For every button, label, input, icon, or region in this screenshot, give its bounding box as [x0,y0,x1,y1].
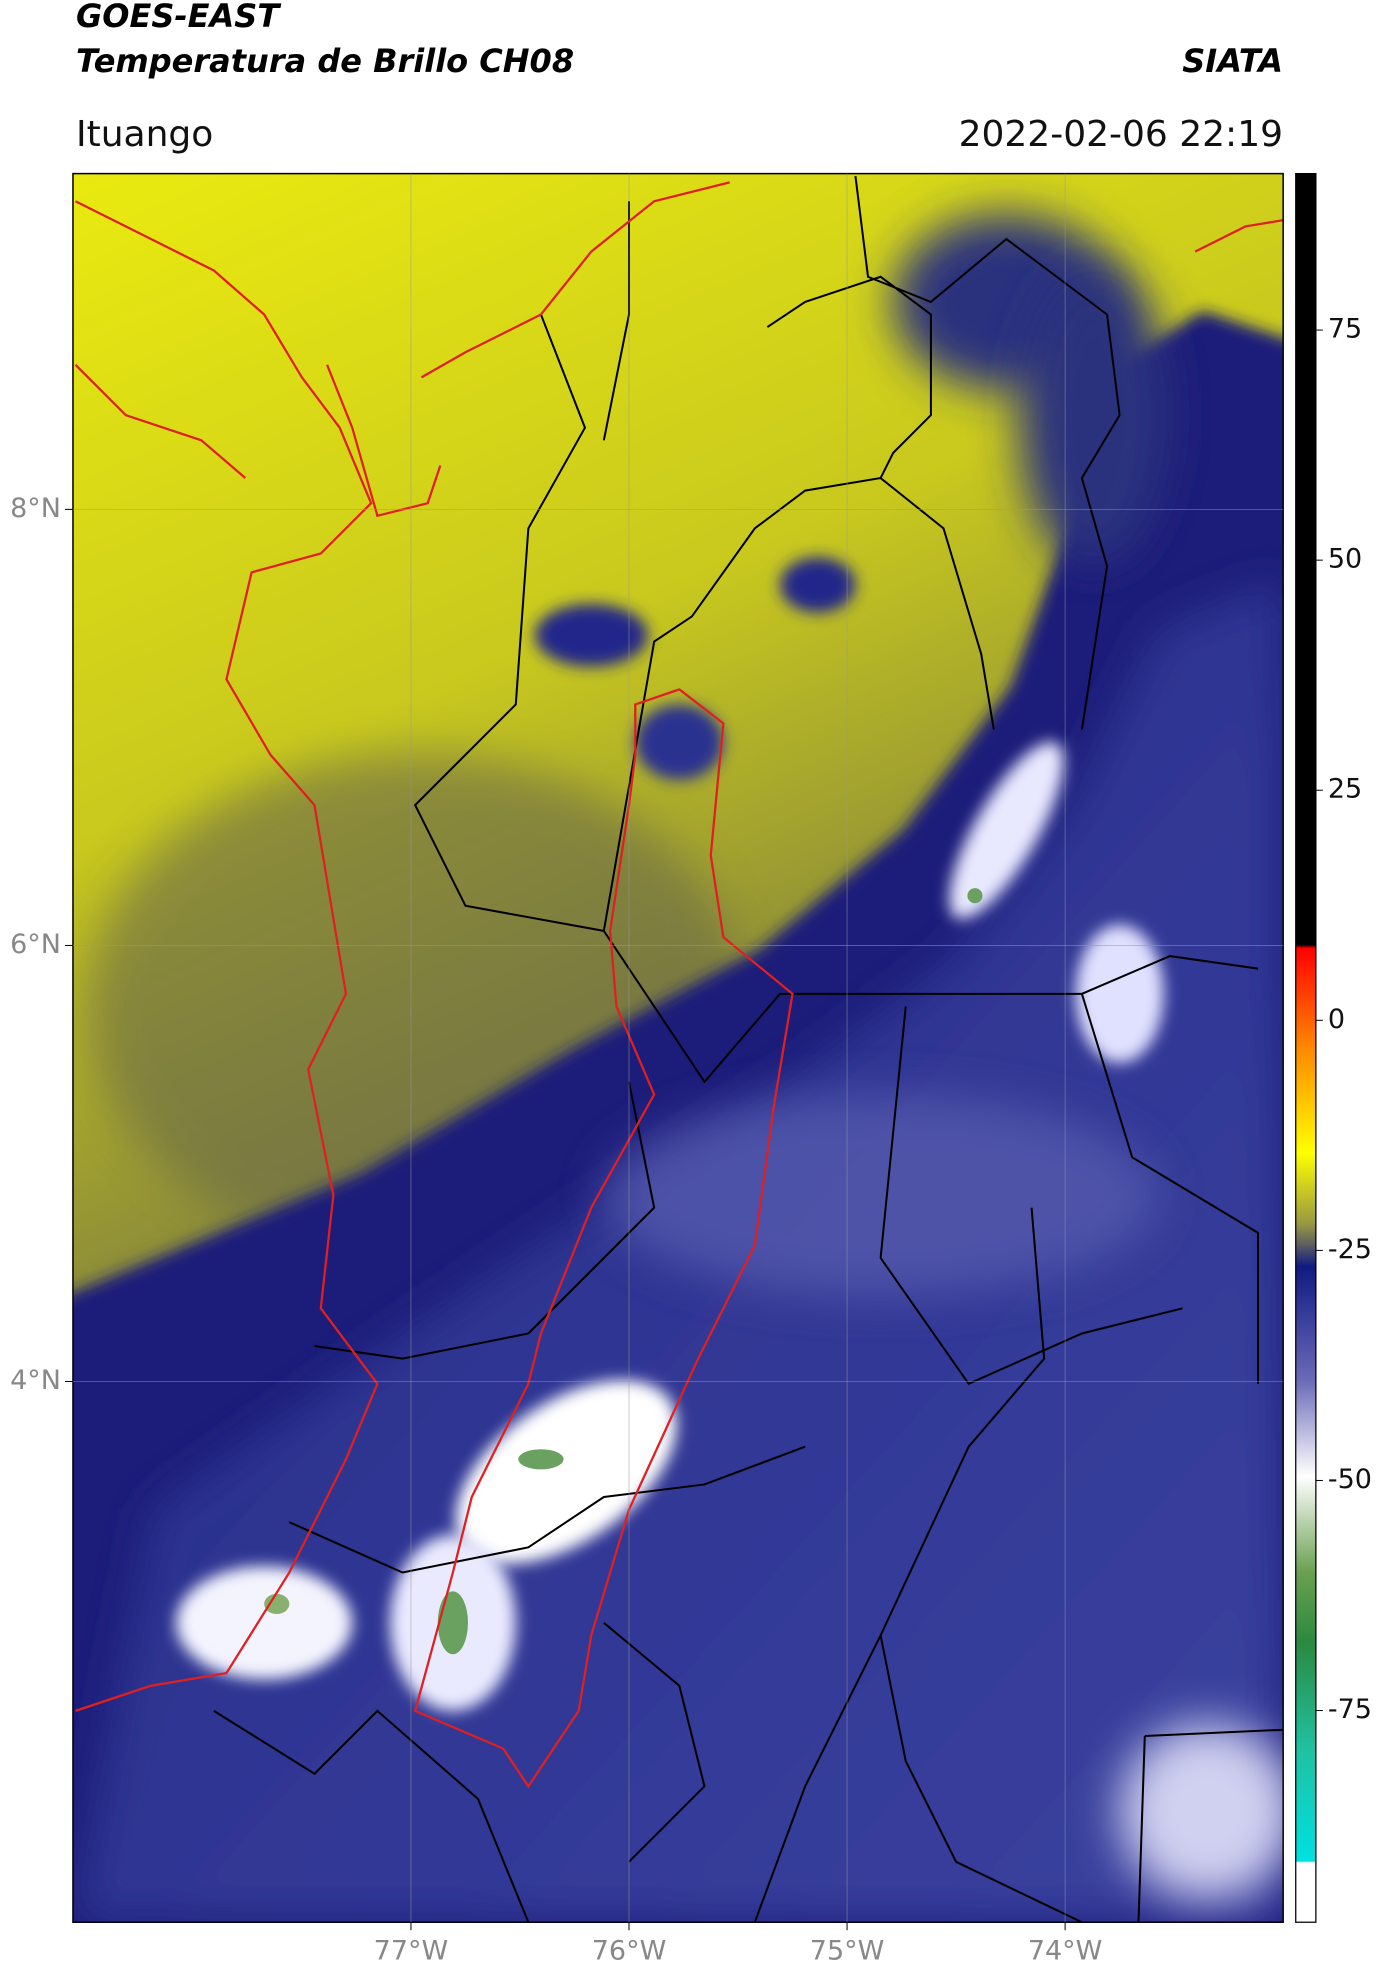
colorbar-tick-label: 50 [1328,544,1362,575]
colorbar [1295,172,1317,1923]
y-tick-label: 6°N [10,929,61,960]
colorbar-tick-label: -25 [1328,1234,1372,1265]
location: Ituango [76,114,213,155]
subtitle: Temperatura de Brillo CH08 [76,42,574,80]
colorbar-tick-label: 0 [1328,1004,1345,1035]
colorbar-tick-label: 75 [1328,314,1362,345]
x-tick-label: 76°W [592,1936,667,1967]
satellite-image [72,172,1317,1923]
colorbar-tick-label: -50 [1328,1464,1372,1495]
y-tick-label: 4°N [10,1365,61,1396]
x-tick-label: 75°W [810,1936,885,1967]
x-tick-label: 74°W [1028,1936,1103,1967]
datetime: 2022-02-06 22:19 [959,114,1283,155]
y-tick-label: 8°N [10,493,61,524]
source: SIATA [1182,42,1283,80]
colorbar-tick-label: 25 [1328,774,1362,805]
colorbar-tick-label: -75 [1328,1694,1372,1725]
x-tick-label: 77°W [374,1936,449,1967]
title: GOES-EAST [76,0,281,35]
